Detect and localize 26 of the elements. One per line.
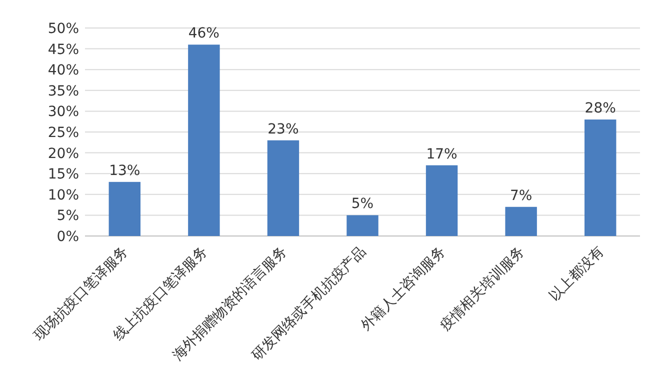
y-tick-label: 15%: [48, 166, 79, 183]
data-label: 13%: [109, 162, 140, 179]
y-tick-label: 5%: [56, 208, 79, 224]
y-tick-label: 35%: [48, 83, 79, 100]
x-tick-label: 以上都没有: [546, 244, 608, 304]
y-tick-label: 30%: [48, 104, 79, 120]
data-label: 46%: [188, 26, 220, 42]
y-tick-label: 0%: [56, 229, 79, 245]
data-label: 23%: [268, 121, 299, 138]
data-label: 28%: [584, 100, 616, 117]
y-tick-label: 25%: [48, 125, 79, 141]
y-tick-label: 20%: [48, 146, 79, 162]
data-label: 7%: [510, 188, 532, 204]
y-tick-label: 45%: [48, 42, 79, 58]
bar: [426, 165, 458, 236]
y-tick-label: 40%: [48, 62, 79, 79]
data-label: 5%: [351, 196, 374, 212]
bar: [584, 120, 616, 236]
bar: [188, 44, 220, 236]
bar: [108, 182, 140, 236]
bar: [346, 215, 378, 236]
bar: [267, 140, 300, 236]
data-label: 17%: [426, 146, 458, 162]
y-tick-label: 50%: [48, 21, 79, 37]
bar: [505, 206, 537, 236]
y-tick-label: 10%: [48, 187, 79, 204]
